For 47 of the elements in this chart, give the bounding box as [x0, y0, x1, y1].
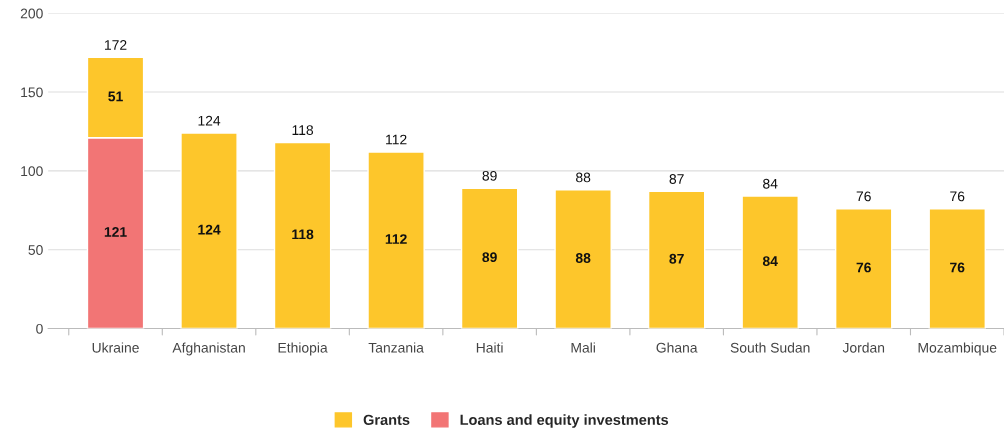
bar: [180, 132, 238, 329]
bar: [928, 208, 986, 329]
x-tick-label: Ghana: [656, 342, 698, 353]
legend-label: Grants: [363, 414, 410, 425]
bar: [834, 208, 893, 329]
data-label: 112: [385, 234, 407, 244]
x-tick-label: Ukraine: [92, 342, 139, 353]
y-tick-label: 150: [21, 87, 43, 98]
total-label: 84: [763, 178, 778, 189]
total-label: 76: [856, 191, 871, 202]
total-label: 87: [669, 174, 684, 184]
data-label: 87: [669, 253, 684, 264]
x-tick-label: Mozambique: [918, 342, 997, 356]
bar: [741, 195, 799, 329]
y-tick-label: 200: [20, 8, 43, 19]
y-tick-label: 100: [21, 166, 43, 177]
x-tick-label: South Sudan: [730, 342, 810, 353]
total-label: 89: [482, 170, 497, 181]
x-tick-label: Tanzania: [368, 342, 424, 353]
data-label: 124: [198, 224, 221, 235]
total-label: 172: [105, 40, 127, 50]
data-label: 76: [950, 262, 965, 273]
data-label: 76: [856, 262, 871, 273]
bar: [460, 187, 519, 329]
data-label: 51: [108, 91, 123, 102]
x-tick-label: Ethiopia: [278, 342, 328, 356]
x-tick-label: Jordan: [842, 342, 885, 353]
x-tick-label: Haiti: [476, 342, 503, 353]
total-label: 118: [292, 125, 314, 136]
legend-label: Loans and equity investments: [460, 414, 669, 428]
bar: [554, 189, 612, 329]
x-tick-label: Afghanistan: [172, 342, 245, 356]
y-tick-label: 50: [28, 245, 43, 255]
bar: [273, 141, 332, 329]
data-label: 121: [104, 227, 127, 237]
data-label: 89: [482, 252, 497, 263]
bar: [367, 151, 425, 329]
data-label: 88: [575, 253, 591, 263]
x-tick-label: Mali: [571, 342, 595, 353]
data-label: 118: [292, 229, 314, 240]
bar: [647, 190, 706, 329]
total-label: 76: [950, 191, 965, 202]
total-label: 88: [576, 172, 591, 183]
data-label: 84: [762, 256, 778, 267]
total-label: 112: [386, 134, 407, 145]
total-label: 124: [198, 115, 221, 126]
y-tick-label: 0: [36, 323, 43, 334]
